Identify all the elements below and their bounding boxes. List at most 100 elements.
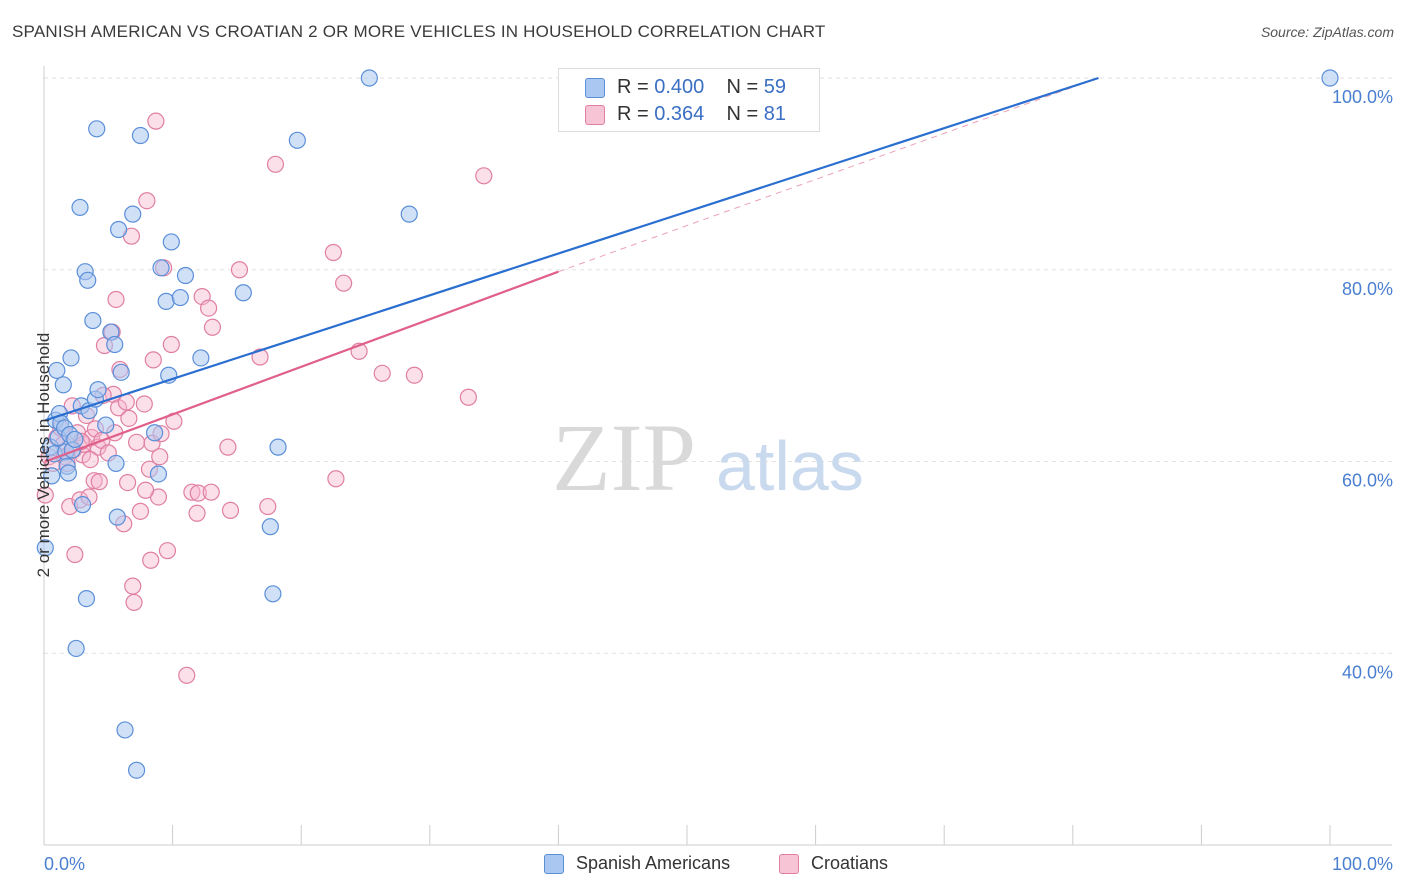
spanish-american-point (192, 349, 210, 367)
croatian-point (162, 335, 180, 354)
watermark-atlas: atlas (716, 427, 864, 505)
croatian-point (183, 483, 201, 501)
croatian-point (405, 366, 423, 384)
r-label: R = (617, 103, 649, 125)
spanish-american-point (89, 380, 107, 399)
y-tick-label: 60.0% (1342, 471, 1393, 491)
r-value: 0.364 (654, 103, 705, 125)
spanish-american-point (145, 424, 164, 442)
spanish-american-point (108, 508, 126, 526)
pink-swatch-icon (779, 854, 799, 874)
x-tick-label: 0.0% (44, 854, 85, 874)
croatian-point (335, 274, 353, 292)
legend-label: Spanish Americans (576, 853, 731, 873)
spanish-american-point (107, 454, 125, 473)
spanish-american-point (106, 335, 124, 354)
croatian-point (475, 167, 493, 185)
spanish-american-point (162, 233, 180, 251)
spanish-american-point (112, 363, 130, 381)
y-tick-label: 100.0% (1332, 87, 1393, 107)
croatian-point (251, 348, 269, 366)
croatian-point (135, 395, 153, 413)
croatian-point (90, 473, 108, 491)
spanish-american-point (71, 198, 89, 217)
croatian-point (178, 666, 196, 684)
croatian-point (219, 438, 237, 456)
y-axis-label-wrap: 2 or more Vehicles in Household (16, 0, 53, 892)
croatian-point (66, 545, 84, 564)
source-label: Source: ZipAtlas.com (1260, 24, 1394, 40)
croatian-point (151, 448, 169, 466)
croatian-point (188, 504, 206, 522)
n-value: 59 (763, 76, 787, 98)
croatian-point (118, 473, 137, 492)
croatian-point (230, 261, 249, 279)
n-label: N = (726, 76, 759, 98)
croatian-point (85, 472, 103, 490)
croatian-point (138, 192, 156, 210)
spanish-american-point (54, 376, 72, 394)
blue-swatch-icon (585, 78, 605, 98)
spanish-american-point (97, 416, 115, 434)
spanish-american-point (77, 590, 96, 608)
spanish-american-point (264, 585, 282, 603)
spanish-american-point (157, 292, 175, 310)
croatian-point (203, 318, 222, 336)
spanish-american-point (124, 205, 142, 223)
watermark-zip: ZIP (552, 404, 696, 511)
croatian-point (221, 501, 240, 519)
y-tick-label: 80.0% (1342, 279, 1393, 299)
croatian-point (266, 155, 285, 173)
watermark: ZIP atlas (552, 404, 864, 511)
croatian-point (136, 481, 155, 499)
r-label: R = (617, 76, 649, 98)
spanish-american-point (127, 761, 146, 779)
spanish-american-point (36, 539, 54, 557)
x-tick-label: 100.0% (1332, 854, 1393, 874)
gridlines (44, 77, 1392, 654)
croatian-point (259, 497, 277, 516)
n-label: N = (726, 103, 759, 125)
croatian-point (124, 577, 142, 595)
legend-label: Croatians (811, 853, 889, 873)
croatian-point (120, 409, 138, 427)
croatian-point (324, 243, 342, 262)
croatians-trend-line (44, 270, 559, 463)
croatians-trend-extension (558, 77, 1099, 273)
chart-title: SPANISH AMERICAN VS CROATIAN 2 OR MORE V… (12, 22, 826, 41)
spanish-american-point (1321, 69, 1339, 87)
r-value: 0.400 (654, 76, 705, 98)
spanish-american-point (79, 271, 97, 289)
croatian-point (131, 502, 150, 520)
spanish-american-point (131, 126, 150, 145)
spanish-american-point (66, 430, 84, 449)
croatian-point (107, 290, 125, 309)
pink-swatch-icon (585, 105, 605, 125)
croatians-points (36, 112, 493, 684)
croatian-point (373, 364, 391, 382)
spanish-american-point (400, 205, 418, 223)
croatian-point (158, 542, 177, 560)
croatian-point (125, 593, 143, 612)
spanish-american-point (171, 288, 189, 307)
croatian-point (81, 450, 99, 469)
spanish-american-point (176, 266, 195, 285)
trend-lines (44, 76, 1099, 463)
spanish-american-point (62, 349, 80, 367)
spanish-american-point (48, 361, 66, 380)
croatian-point (202, 483, 220, 501)
croatian-point (147, 112, 165, 130)
spanish-american-point (84, 311, 102, 330)
croatian-point (36, 486, 54, 504)
spanish-american-point (149, 465, 168, 483)
spanish-american-point (269, 438, 287, 456)
spanish-american-point (73, 496, 92, 514)
croatian-point (127, 433, 146, 451)
n-value: 81 (763, 103, 787, 125)
spanish-american-point (59, 464, 78, 482)
spanish-american-point (109, 220, 128, 239)
croatian-point (200, 299, 218, 317)
legend: Spanish Americans Croatians (0, 850, 1406, 878)
croatian-point (459, 388, 477, 406)
spanish-american-point (360, 69, 378, 87)
